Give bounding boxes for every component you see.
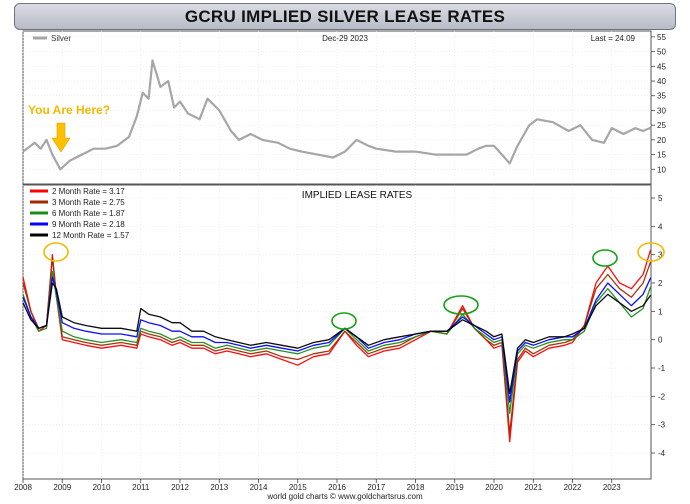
legend-label: 12 Month Rate = 1.57 bbox=[52, 231, 130, 240]
x-tick-label: 2008 bbox=[14, 483, 32, 492]
x-tick-label: 2023 bbox=[603, 483, 621, 492]
silver-y-tick-label: 45 bbox=[657, 62, 666, 71]
lease-rate-line-3 bbox=[22, 276, 652, 403]
x-tick-label: 2020 bbox=[485, 483, 503, 492]
silver-y-tick-label: 15 bbox=[657, 151, 666, 160]
silver-y-tick-label: 40 bbox=[657, 77, 666, 86]
x-tick-label: 2015 bbox=[289, 483, 307, 492]
lease-y-tick-label: -3 bbox=[658, 421, 666, 430]
x-tick-label: 2021 bbox=[524, 483, 542, 492]
silver-legend-label: Silver bbox=[51, 34, 71, 43]
x-tick-label: 2014 bbox=[250, 483, 268, 492]
lease-y-tick-label: 3 bbox=[658, 251, 663, 260]
silver-price-panel: Silver Dec-29 2023 Last = 24.09 10 15 20 25… bbox=[22, 30, 666, 185]
x-tick-label: 2017 bbox=[367, 483, 385, 492]
highlight-circle-2008 bbox=[43, 242, 69, 262]
lease-rate-line-2 bbox=[22, 271, 652, 414]
x-tick-label: 2012 bbox=[171, 483, 189, 492]
x-tick-label: 2013 bbox=[210, 483, 228, 492]
lease-y-tick-label: -4 bbox=[658, 449, 666, 458]
x-tick-label: 2010 bbox=[93, 483, 111, 492]
you-are-here-label: You Are Here? bbox=[28, 103, 110, 117]
silver-y-tick-label: 20 bbox=[657, 136, 666, 145]
legend-label: 6 Month Rate = 1.87 bbox=[52, 209, 125, 218]
legend-label: 3 Month Rate = 2.75 bbox=[52, 198, 125, 207]
x-tick-label: 2018 bbox=[407, 483, 425, 492]
silver-price-line bbox=[22, 59, 652, 171]
lease-y-tick-label: 5 bbox=[658, 194, 663, 203]
silver-y-tick-label: 25 bbox=[657, 121, 666, 130]
lease-y-tick-label: 4 bbox=[658, 222, 663, 231]
lease-rates-panel: IMPLIED LEASE RATES 5 4 3 2 1 0 -1 -2 -3 -4 2008 2… bbox=[14, 184, 666, 492]
lease-y-tick-label: 0 bbox=[658, 336, 663, 345]
silver-y-tick-label: 55 bbox=[657, 33, 666, 42]
last-value-label: Last = 24.09 bbox=[591, 34, 636, 43]
highlight-circle-latest bbox=[637, 242, 665, 262]
silver-y-tick-label: 35 bbox=[657, 92, 666, 101]
x-tick-label: 2011 bbox=[132, 483, 150, 492]
x-tick-label: 2019 bbox=[446, 483, 464, 492]
x-tick-label: 2016 bbox=[328, 483, 346, 492]
legend-label: 2 Month Rate = 3.17 bbox=[52, 187, 125, 196]
silver-y-tick-label: 50 bbox=[657, 48, 666, 57]
highlight-circle-2016 bbox=[331, 312, 357, 330]
silver-y-tick-label: 10 bbox=[657, 165, 666, 174]
lease-rate-line-0 bbox=[22, 249, 652, 443]
highlight-circle-2022 bbox=[592, 249, 618, 267]
lease-y-tick-label: 1 bbox=[658, 307, 663, 316]
silver-y-tick-label: 30 bbox=[657, 106, 666, 115]
lease-rate-line-1 bbox=[22, 256, 652, 434]
date-label: Dec-29 2023 bbox=[322, 34, 368, 43]
footer-credit: world gold charts © www.goldchartsrus.co… bbox=[266, 492, 423, 501]
lease-y-tick-label: -2 bbox=[658, 392, 666, 401]
down-arrow-icon bbox=[51, 122, 71, 153]
chart-title: GCRU IMPLIED SILVER LEASE RATES bbox=[184, 6, 506, 26]
highlight-circle-2019 bbox=[443, 295, 479, 315]
legend-label: 9 Month Rate = 2.18 bbox=[52, 220, 125, 229]
x-tick-label: 2009 bbox=[53, 483, 71, 492]
title-bar: GCRU IMPLIED SILVER LEASE RATES bbox=[14, 3, 676, 30]
lease-y-tick-label: 2 bbox=[658, 279, 663, 288]
lease-y-tick-label: -1 bbox=[658, 364, 666, 373]
lease-rates-title: IMPLIED LEASE RATES bbox=[302, 190, 413, 201]
silver-price-frame bbox=[22, 30, 652, 185]
x-tick-label: 2022 bbox=[564, 483, 582, 492]
lease-rate-line-4 bbox=[22, 282, 652, 395]
